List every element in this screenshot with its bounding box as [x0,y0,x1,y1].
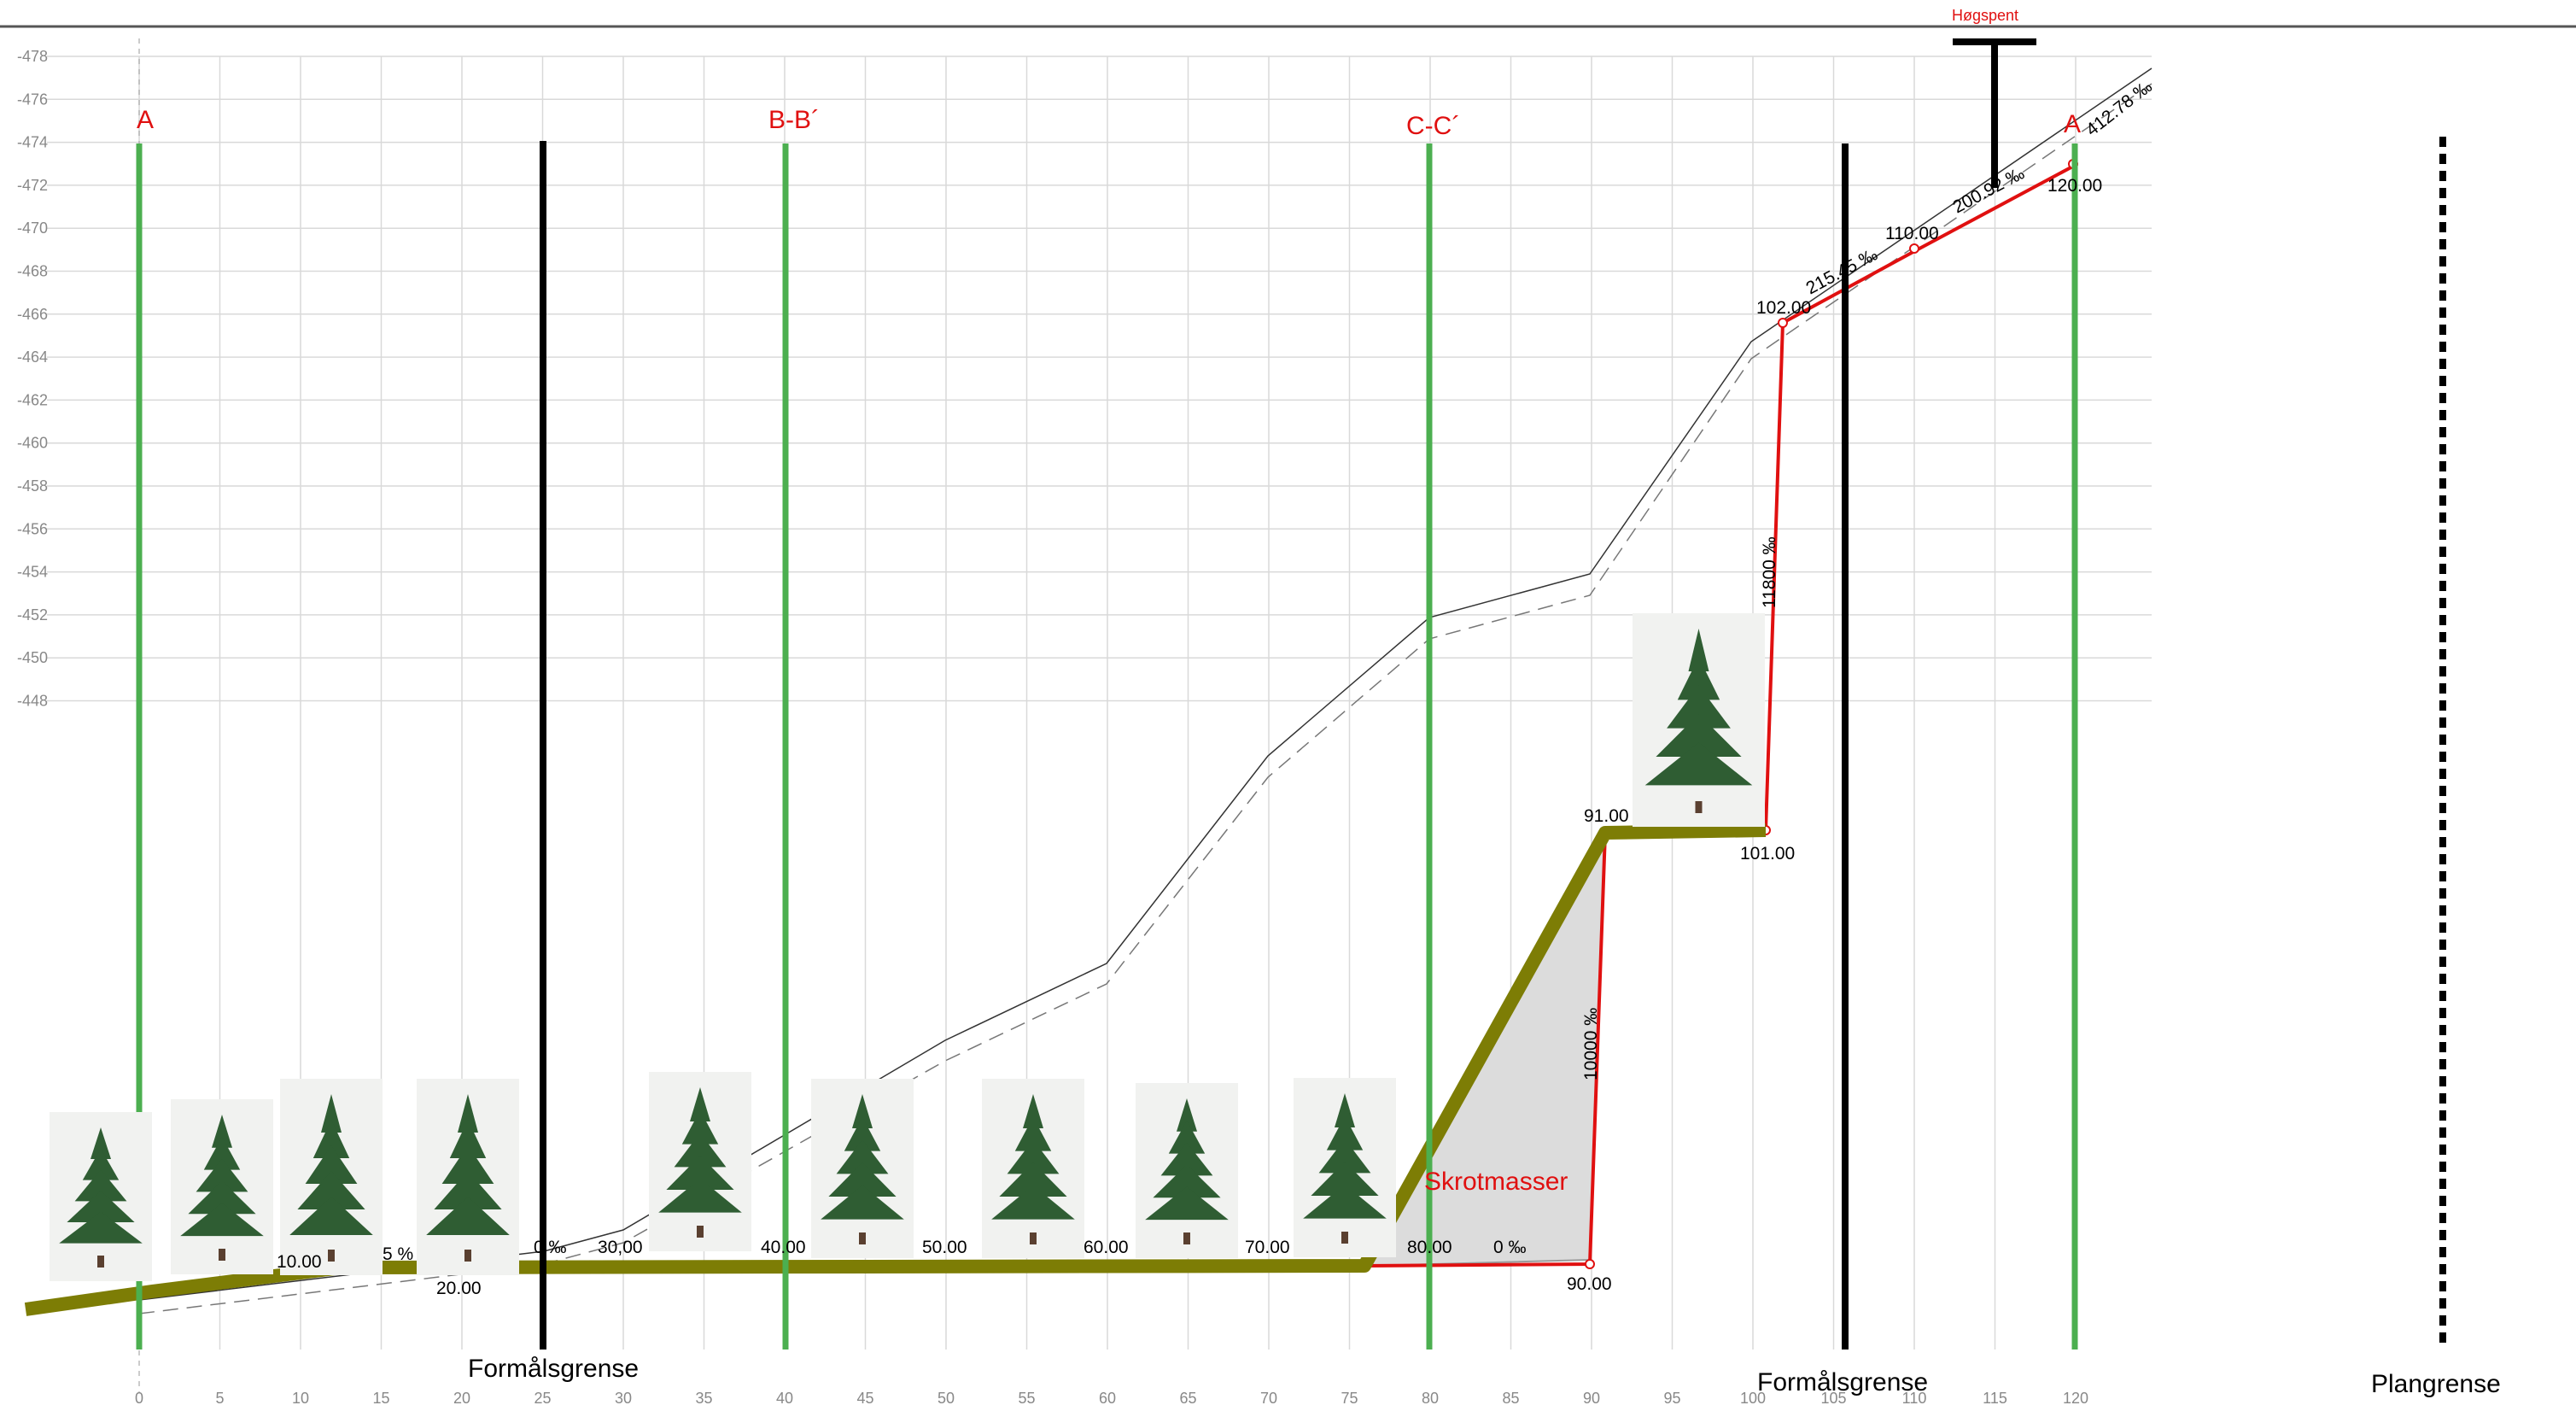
station-label: 90.00 [1567,1274,1612,1294]
slope-label: 10000 ‰ [1581,1008,1601,1080]
x-tick-label: 20 [453,1390,470,1407]
station-label: 120.00 [2047,176,2102,196]
existing-terrain-line [138,67,2153,1301]
x-tick-label: 100 [1740,1390,1766,1407]
station-label: 70.00 [1245,1238,1290,1257]
hogspent-marker [1953,38,2036,188]
x-tick-label: 5 [215,1390,224,1407]
tree-images [50,613,1765,1281]
x-tick-label: 110 [1902,1390,1927,1407]
tree-image [280,1079,383,1275]
tree-image [171,1099,273,1274]
section-label-bb: B-B´ [768,106,820,134]
station-label: 91.00 [1584,806,1629,826]
x-axis-ticks: 0 5 10 15 20 25 30 35 40 45 50 55 60 65 70 75 80 85 90 95 10… [135,1390,2088,1407]
station-label: 80.00 [1407,1238,1452,1257]
x-tick-label: 95 [1663,1390,1680,1407]
x-tick-label: 85 [1502,1390,1519,1407]
x-tick-label: 65 [1179,1390,1196,1407]
x-tick-label: 40 [776,1390,793,1407]
slope-label: 11800 ‰ [1760,536,1779,608]
station-label: 60.00 [1084,1238,1129,1257]
y-tick-label: -472 [17,177,48,194]
y-tick-label: -460 [17,435,48,452]
x-tick-label: 55 [1018,1390,1035,1407]
y-tick-label: -478 [17,48,48,65]
station-label: 110.00 [1885,224,1939,243]
hogspent-label: Høgspent [1952,7,2018,24]
y-tick-label: -474 [17,134,48,151]
tree-image [982,1079,1084,1258]
section-label-a-left: A [137,106,154,134]
x-tick-label: 30 [615,1390,632,1407]
x-tick-label: 50 [938,1390,955,1407]
tree-image [811,1079,914,1258]
x-tick-label: 35 [695,1390,712,1407]
x-tick-label: 115 [1983,1390,2007,1407]
station-label: 10.00 [277,1252,322,1272]
x-tick-label: 25 [534,1390,551,1407]
plangrense-label: Plangrense [2371,1370,2501,1398]
tree-image [50,1112,152,1281]
x-tick-label: 10 [292,1390,309,1407]
station-label: 40.00 [761,1238,806,1257]
x-tick-label: 120 [2063,1390,2088,1407]
slope-label: 5 % [383,1244,413,1264]
x-tick-label: 70 [1260,1390,1277,1407]
slope-label: 0 ‰ [1493,1238,1527,1257]
y-tick-label: -476 [17,91,48,108]
x-tick-label: 60 [1099,1390,1116,1407]
station-label: 50.00 [922,1238,967,1257]
station-label: 20.00 [436,1279,482,1298]
station-label: 30,00 [598,1238,643,1257]
station-label: 101.00 [1740,844,1795,864]
y-tick-label: -464 [17,348,48,366]
section-label-a-right: A [2064,110,2081,138]
formalsgrense-left-label: Formålsgrense [468,1355,639,1383]
tree-image [1136,1083,1238,1258]
tree-image [1633,613,1765,827]
skrotmasser-label: Skrotmasser [1424,1168,1568,1196]
x-tick-label: 75 [1341,1390,1358,1407]
y-axis-ticks: -478 -476 -474 -472 -470 -468 -466 -464 -462 -460… [17,48,48,710]
x-tick-label: 80 [1422,1390,1439,1407]
tree-image [649,1072,751,1251]
y-tick-label: -452 [17,606,48,624]
x-tick-label: 90 [1583,1390,1600,1407]
y-tick-label: -448 [17,693,48,710]
x-tick-label: 105 [1820,1390,1846,1407]
fill-surface-line [24,823,1767,1316]
y-tick-label: -450 [17,649,48,666]
slope-label: 200.92 ‰ [1950,163,2028,217]
x-tick-label: 45 [856,1390,873,1407]
y-tick-label: -466 [17,306,48,323]
y-tick-label: -454 [17,564,48,581]
y-tick-label: -458 [17,477,48,495]
slope-label: 0 ‰ [534,1238,567,1257]
formalsgrense-right-label: Formålsgrense [1757,1368,1928,1396]
tree-image [1294,1078,1396,1257]
tree-image [417,1079,519,1275]
y-tick-label: -470 [17,220,48,237]
y-tick-label: -462 [17,391,48,408]
existing-terrain-dashed-line [138,83,2153,1314]
y-tick-label: -468 [17,263,48,280]
y-tick-label: -456 [17,520,48,537]
x-tick-label: 15 [372,1390,389,1407]
station-label: 102.00 [1756,298,1811,318]
section-label-cc: C-C´ [1406,112,1460,140]
x-tick-label: 0 [135,1390,143,1407]
